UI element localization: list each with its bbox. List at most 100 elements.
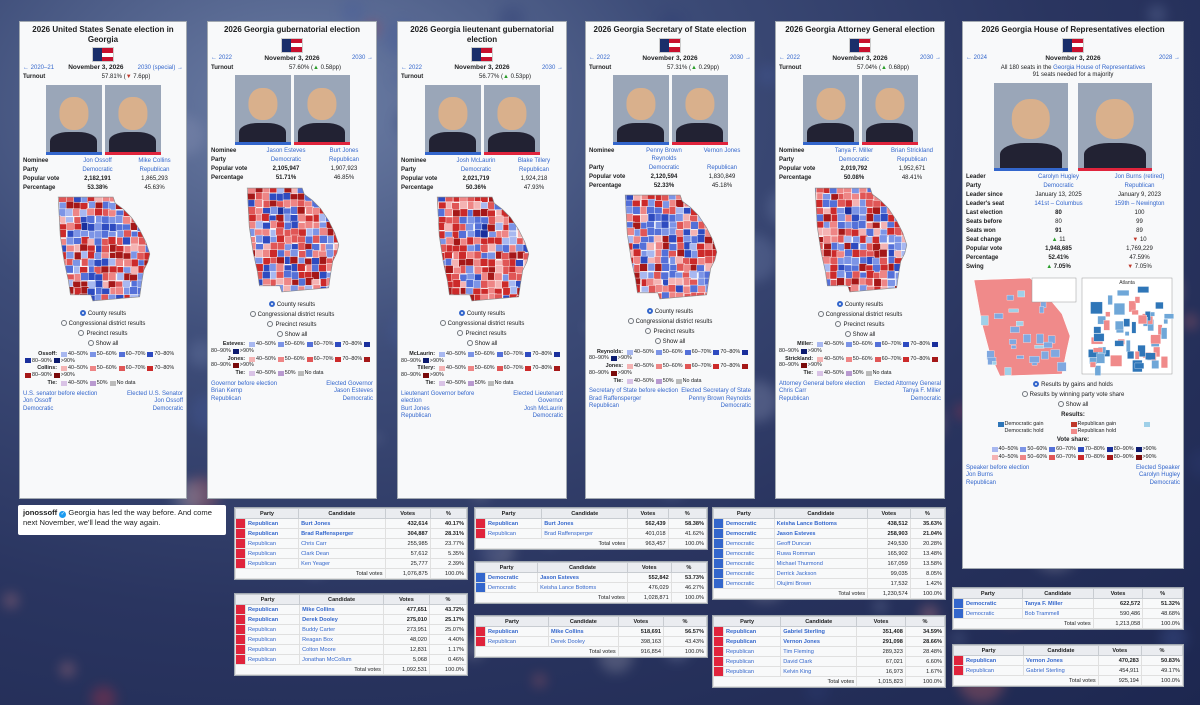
house-row-republican[interactable]: Jon Burns (retired) — [1099, 174, 1180, 182]
party-cell[interactable]: Republican — [484, 518, 543, 529]
candidate-cell[interactable]: Keisha Lance Bottoms — [773, 518, 869, 529]
party-cell[interactable]: Republican — [722, 656, 782, 667]
party-democrat[interactable]: Democratic — [82, 166, 113, 173]
elected-title[interactable]: Elected Speaker — [1135, 464, 1180, 471]
nominee-democrat[interactable]: Josh McLaurin — [456, 157, 496, 164]
party-cell[interactable]: Republican — [244, 548, 300, 559]
candidate-cell[interactable]: Burt Jones — [298, 518, 386, 529]
candidate-cell[interactable]: Kelvin King — [780, 666, 858, 677]
map-option-all[interactable]: Show all — [23, 340, 183, 349]
radio-button[interactable] — [457, 330, 464, 337]
house-row-democrat[interactable]: Carolyn Hugley — [1018, 174, 1099, 182]
before-election-party[interactable]: Republican — [211, 395, 242, 402]
previous-election-link[interactable]: ← 2020–21 — [23, 64, 55, 71]
candidate-cell[interactable]: Tanya F. Miller — [1021, 598, 1094, 609]
nominee-democrat[interactable]: Tanya F. Miller — [834, 148, 874, 155]
radio-button[interactable] — [1033, 381, 1040, 388]
map-option-all[interactable]: Show all — [589, 338, 751, 347]
candidate-cell[interactable]: Burt Jones — [541, 518, 629, 529]
radio-button[interactable] — [276, 330, 283, 337]
before-election-name[interactable]: Jon Ossoff — [23, 398, 52, 405]
party-democrat[interactable]: Democratic — [270, 157, 302, 164]
candidate-cell[interactable]: Geoff Duncan — [773, 538, 869, 549]
party-cell[interactable]: Republican — [484, 626, 550, 637]
party-democrat[interactable]: Democratic — [460, 166, 492, 173]
candidate-cell[interactable]: Reagan Box — [299, 634, 384, 645]
before-election-title[interactable]: Speaker before election — [966, 464, 1030, 471]
party-cell[interactable]: Republican — [722, 646, 782, 657]
elected-party[interactable]: Democratic — [720, 403, 751, 410]
party-cell[interactable]: Republican — [244, 624, 301, 635]
candidate-cell[interactable]: Michael Thurmond — [773, 558, 869, 569]
party-cell[interactable]: Republican — [244, 538, 300, 549]
candidate-cell[interactable]: Vernon Jones — [780, 636, 858, 647]
party-cell[interactable]: Democratic — [963, 608, 1023, 619]
next-election-link[interactable]: 2028 → — [1158, 54, 1180, 61]
previous-election-link[interactable]: ← 2024 — [966, 54, 988, 61]
party-cell[interactable]: Democratic — [723, 558, 775, 569]
radio-button[interactable] — [654, 338, 661, 345]
map-option-precinct[interactable]: Precinct results — [589, 328, 751, 337]
elected-title[interactable]: Elected Lieutenant Governor — [513, 390, 563, 405]
party-cell[interactable]: Republican — [962, 665, 1025, 676]
radio-button[interactable] — [79, 310, 86, 317]
map-option-precinct[interactable]: Precinct results — [779, 320, 941, 330]
party-cell[interactable]: Republican — [722, 636, 782, 647]
party-republican[interactable]: Republican — [518, 166, 550, 173]
party-cell[interactable]: Republican — [244, 644, 301, 655]
party-cell[interactable]: Democratic — [723, 538, 775, 549]
elected-party[interactable]: Democratic — [342, 395, 373, 402]
party-cell[interactable]: Democratic — [723, 528, 775, 539]
next-election-link[interactable]: 2030 → — [919, 54, 941, 61]
party-cell[interactable]: Democratic — [723, 548, 775, 559]
party-republican[interactable]: Republican — [328, 157, 360, 164]
nominee-republican[interactable]: Burt Jones — [329, 148, 359, 155]
elected-name[interactable]: Josh McLaurin — [523, 405, 563, 412]
house-row-republican[interactable]: Republican — [1099, 183, 1180, 191]
radio-button[interactable] — [78, 330, 85, 337]
next-election-link[interactable]: 2030 → — [729, 54, 751, 61]
before-election-title[interactable]: Secretary of State before election — [589, 388, 679, 395]
map-option[interactable]: Show all — [966, 401, 1180, 410]
candidate-cell[interactable]: Jonathan McCollum — [299, 654, 384, 665]
house-row-democrat[interactable]: Democratic — [1018, 183, 1099, 191]
elected-name[interactable]: Jon Ossoff — [154, 398, 183, 405]
map-option-all[interactable]: Show all — [211, 330, 373, 340]
before-election-party[interactable]: Democratic — [23, 405, 54, 412]
nominee-democrat[interactable]: Penny Brown Reynolds — [646, 148, 682, 162]
party-cell[interactable]: Republican — [244, 654, 301, 665]
before-election-party[interactable]: Republican — [401, 413, 432, 420]
candidate-cell[interactable]: Colton Moore — [299, 644, 384, 655]
candidate-cell[interactable]: Brad Raffensperger — [298, 528, 386, 539]
elected-title[interactable]: Elected Secretary of State — [681, 388, 751, 395]
radio-button[interactable] — [249, 310, 256, 317]
elected-name[interactable]: Penny Brown Reynolds — [688, 395, 751, 402]
radio-button[interactable] — [646, 308, 653, 315]
radio-button[interactable] — [844, 330, 851, 337]
candidate-cell[interactable]: Clark Dean — [298, 548, 386, 559]
candidate-cell[interactable]: Bob Trammell — [1021, 608, 1094, 619]
map-option-all[interactable]: Show all — [401, 340, 563, 349]
next-election-link[interactable]: 2030 → — [351, 54, 373, 61]
radio-button[interactable] — [817, 310, 824, 317]
candidate-cell[interactable]: Gabriel Sterling — [780, 626, 858, 637]
map-option[interactable]: Results by gains and holds — [966, 381, 1180, 390]
party-republican[interactable]: Republican — [896, 157, 928, 164]
party-cell[interactable]: Republican — [722, 626, 782, 637]
candidate-cell[interactable]: Tim Fleming — [780, 646, 858, 657]
elected-party[interactable]: Democratic — [910, 395, 941, 402]
party-cell[interactable]: Democratic — [723, 568, 775, 579]
map-option-congressional[interactable]: Congressional district results — [589, 318, 751, 327]
before-election-name[interactable]: Brad Raffensperger — [589, 395, 642, 402]
before-election-party[interactable]: Republican — [966, 479, 997, 486]
party-democrat[interactable]: Democratic — [838, 157, 870, 164]
party-cell[interactable]: Republican — [244, 604, 301, 615]
map-option-precinct[interactable]: Precinct results — [23, 330, 183, 339]
party-cell[interactable]: Republican — [484, 528, 543, 539]
nominee-republican[interactable]: Mike Collins — [138, 157, 171, 164]
party-cell[interactable]: Democratic — [963, 598, 1023, 609]
nominee-republican[interactable]: Blake Tillery — [517, 157, 551, 164]
map-option-county[interactable]: County results — [589, 308, 751, 317]
radio-button[interactable] — [439, 320, 446, 327]
candidate-cell[interactable]: Brad Raffensperger — [541, 528, 629, 539]
